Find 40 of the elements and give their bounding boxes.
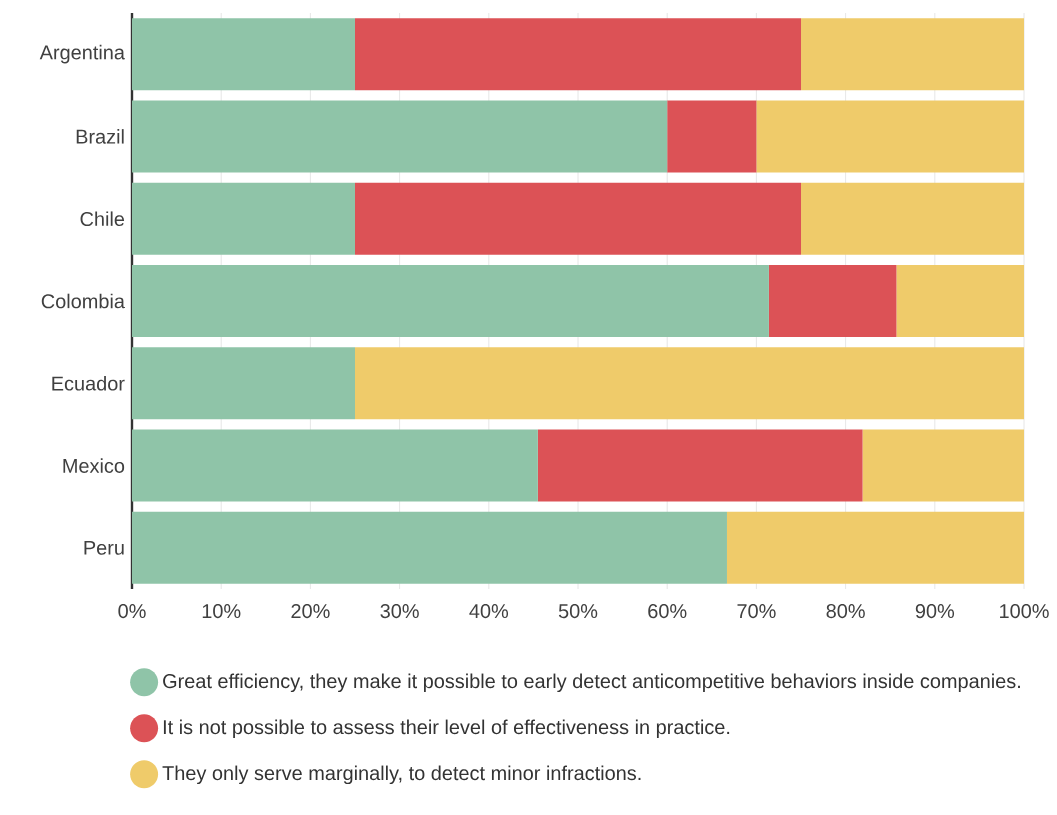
x-tick-label: 50% bbox=[558, 604, 598, 619]
bar bbox=[132, 265, 769, 338]
y-tick-label: Ecuador bbox=[52, 375, 125, 391]
bar bbox=[132, 18, 355, 91]
y-tick-label: Argentina bbox=[39, 44, 125, 64]
x-tick-label: 10% bbox=[202, 604, 241, 619]
bar bbox=[132, 100, 668, 173]
bar bbox=[862, 429, 1025, 502]
legend-label: They only serve marginally, to detect minor infractions. bbox=[162, 765, 641, 785]
bar bbox=[667, 100, 757, 173]
bar bbox=[355, 18, 802, 91]
bar bbox=[756, 100, 1025, 173]
legend-label: Great efficiency, they make it possible to early detect anticompetitive behaviors inside companies. bbox=[163, 673, 1020, 693]
bar bbox=[132, 347, 355, 420]
bar bbox=[132, 182, 355, 255]
bar bbox=[132, 429, 538, 502]
bar bbox=[801, 18, 1025, 91]
x-tick-label: 30% bbox=[380, 604, 419, 619]
x-tick-label: 100% bbox=[1000, 604, 1049, 619]
x-tick-label: 20% bbox=[291, 604, 330, 619]
y-tick-label: Peru bbox=[84, 540, 124, 555]
bar bbox=[355, 347, 1025, 420]
bar bbox=[801, 182, 1025, 255]
y-tick-label: Chile bbox=[80, 211, 125, 227]
y-tick-label: Mexico bbox=[63, 458, 125, 473]
bar bbox=[537, 429, 863, 502]
bar bbox=[896, 265, 1025, 338]
x-tick-label: 70% bbox=[737, 604, 776, 619]
bar bbox=[726, 511, 1025, 584]
x-tick-label: 60% bbox=[648, 604, 687, 619]
y-tick-label: Colombia bbox=[41, 293, 125, 309]
x-tick-label: 40% bbox=[469, 604, 509, 619]
x-tick-label: 0% bbox=[118, 604, 146, 619]
legend-label: It is not possible to assess their level of effectiveness in practice. bbox=[163, 719, 730, 739]
x-tick-label: 80% bbox=[826, 604, 865, 619]
x-tick-label: 90% bbox=[915, 604, 955, 619]
y-tick-label: Brazil bbox=[76, 129, 124, 144]
bar bbox=[132, 511, 727, 584]
bar bbox=[768, 265, 897, 338]
bar bbox=[355, 182, 802, 255]
